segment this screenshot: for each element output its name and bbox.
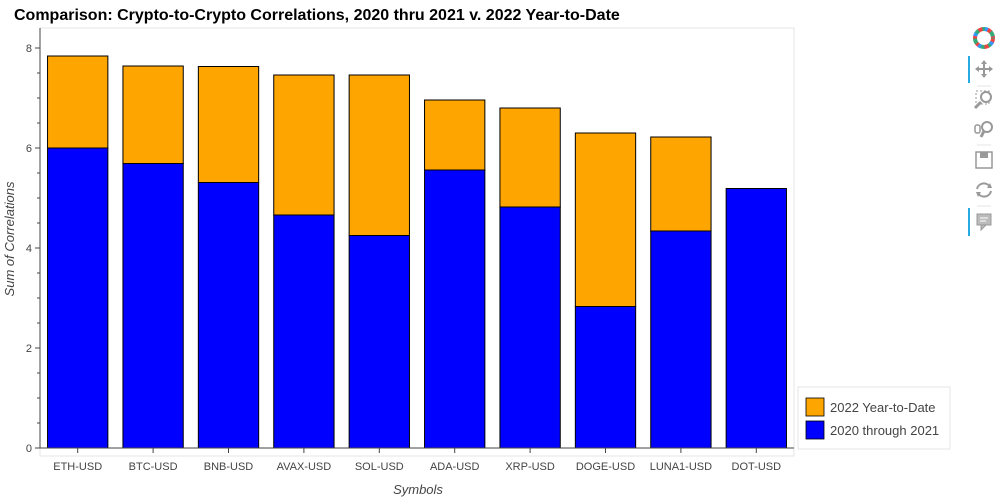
bar-bnb-usd-series-1[interactable] [197, 66, 260, 183]
legend-swatch-2020-2021 [805, 420, 825, 440]
bars-layer [47, 55, 787, 449]
y-tick-label: 8 [26, 43, 32, 55]
bar-sol-usd-series-0[interactable] [348, 235, 410, 449]
bar-ada-usd-series-1[interactable] [424, 99, 486, 171]
x-tick-label: LUNA1-USD [650, 461, 712, 473]
bar-avax-usd-series-0[interactable] [273, 214, 335, 449]
x-tick-label: ETH-USD [53, 461, 102, 473]
bokeh-logo-icon[interactable] [973, 27, 995, 49]
bar-eth-usd-series-0[interactable] [47, 147, 109, 449]
hover-icon[interactable] [976, 213, 992, 232]
y-tick-label: 0 [26, 443, 32, 455]
bar-doge-usd-series-1[interactable] [574, 132, 637, 307]
y-tick-label: 2 [26, 343, 32, 355]
save-icon[interactable] [975, 151, 993, 169]
bar-sol-usd-series-1[interactable] [348, 74, 410, 236]
x-axis-title: Symbols [393, 482, 443, 497]
wheel-zoom-icon[interactable] [974, 121, 993, 138]
y-tick-label: 4 [26, 243, 32, 255]
plot-area[interactable]: 0 2 4 6 8 ETH-USD BTC-USD BNB-USD AVAX-USD SOL-U… [26, 27, 795, 473]
bar-ada-usd-series-0[interactable] [424, 169, 486, 449]
legend-label-2022-ytd: 2022 Year-to-Date [830, 400, 936, 415]
y-tick-label: 6 [26, 143, 32, 155]
x-axis: ETH-USD BTC-USD BNB-USD AVAX-USD SOL-USD ADA-… [40, 447, 794, 473]
bar-btc-usd-series-1[interactable] [122, 65, 184, 164]
legend-swatch-2022-ytd [805, 397, 825, 417]
bar-doge-usd-series-0[interactable] [574, 306, 637, 449]
bar-xrp-usd-series-1[interactable] [499, 107, 561, 208]
bar-xrp-usd-series-0[interactable] [499, 206, 561, 449]
bar-bnb-usd-series-0[interactable] [197, 182, 260, 449]
x-tick-label: SOL-USD [355, 461, 404, 473]
legend: 2022 Year-to-Date 2020 through 2021 [797, 386, 951, 450]
toolbar [968, 27, 995, 236]
bar-luna1-usd-series-1[interactable] [650, 136, 712, 232]
bar-btc-usd-series-0[interactable] [122, 163, 184, 449]
x-tick-label: XRP-USD [505, 461, 555, 473]
reset-icon[interactable] [976, 182, 992, 198]
chart-title: Comparison: Crypto-to-Crypto Correlation… [14, 7, 620, 24]
x-tick-label: DOT-USD [732, 461, 782, 473]
y-axis: 0 2 4 6 8 [26, 28, 41, 455]
x-tick-label: BNB-USD [204, 461, 254, 473]
x-tick-label: ADA-USD [430, 461, 480, 473]
pan-icon[interactable] [975, 60, 993, 78]
x-tick-label: BTC-USD [129, 461, 178, 473]
y-axis-title: Sum of Correlations [2, 181, 17, 296]
legend-box [797, 386, 951, 450]
bar-avax-usd-series-1[interactable] [273, 74, 335, 216]
box-zoom-icon[interactable] [973, 90, 992, 110]
x-tick-label: DOGE-USD [576, 461, 635, 473]
bar-luna1-usd-series-0[interactable] [650, 230, 712, 449]
x-tick-label: AVAX-USD [277, 461, 332, 473]
bar-dot-usd-series-0[interactable] [725, 188, 787, 449]
legend-label-2020-2021: 2020 through 2021 [830, 423, 939, 438]
bar-eth-usd-series-1[interactable] [47, 55, 109, 149]
